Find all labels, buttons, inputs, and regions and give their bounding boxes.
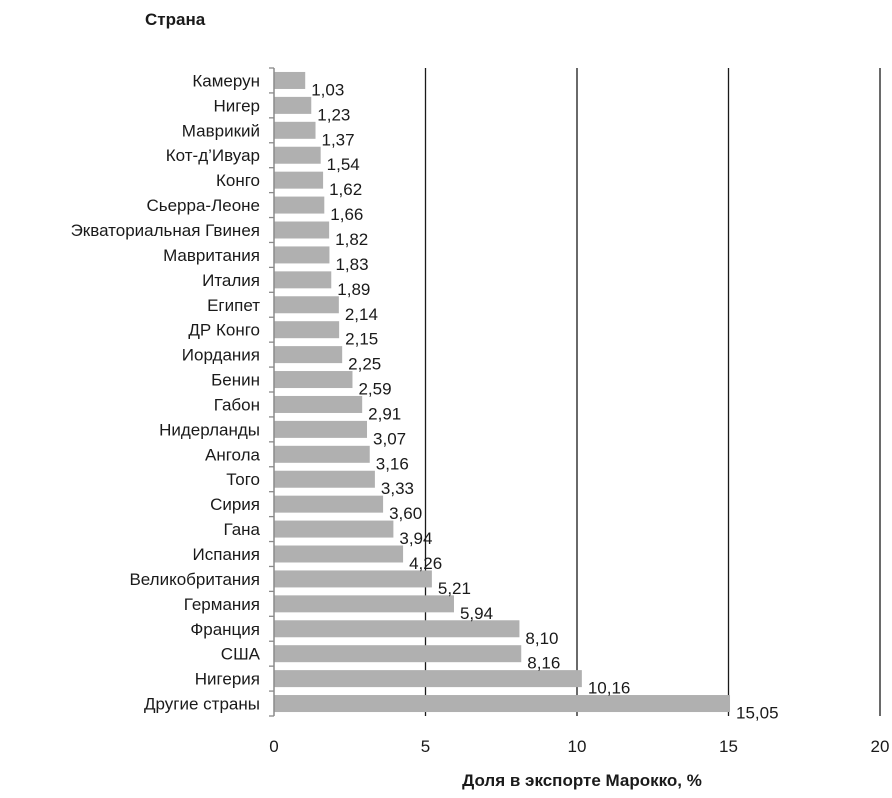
value-label: 1,89 — [337, 280, 370, 299]
x-tick-label: 15 — [719, 737, 738, 756]
bars — [274, 71, 731, 713]
bar — [274, 171, 324, 189]
value-label: 1,23 — [317, 105, 350, 124]
bar — [274, 196, 325, 214]
x-tick-label: 0 — [269, 737, 278, 756]
category-label: Экваториальная Гвинея — [71, 221, 260, 240]
value-label: 1,37 — [322, 130, 355, 149]
category-labels: Камерун Нигер Маврикий Кот-д’Ивуар Конго Сьер… — [71, 71, 261, 713]
category-label: Испания — [193, 545, 260, 564]
bar — [274, 71, 306, 89]
y-axis — [269, 67, 275, 717]
bar — [274, 520, 394, 538]
category-label: Конго — [216, 171, 260, 190]
category-label: Камерун — [192, 71, 260, 90]
category-label: Иордания — [182, 346, 260, 365]
bar — [274, 121, 316, 139]
category-label: Италия — [202, 271, 260, 290]
bar — [274, 620, 520, 638]
value-label: 8,16 — [527, 654, 560, 673]
category-label: Нигерия — [195, 670, 260, 689]
bar — [274, 271, 332, 289]
category-label: Великобритания — [129, 570, 260, 589]
value-label: 2,15 — [345, 330, 378, 349]
value-label: 1,62 — [329, 180, 362, 199]
category-label: Гана — [223, 520, 260, 539]
bar — [274, 570, 432, 588]
bar — [274, 445, 370, 463]
category-label: Маврикий — [182, 121, 260, 140]
value-label: 10,16 — [588, 679, 631, 698]
bar — [274, 296, 339, 314]
value-label: 5,94 — [460, 604, 493, 623]
x-axis-ticks: 0 5 10 15 20 — [269, 737, 889, 756]
value-label: 4,26 — [409, 554, 442, 573]
value-label: 5,21 — [438, 579, 471, 598]
category-label: ДР Конго — [188, 321, 260, 340]
bar — [274, 221, 330, 239]
category-label: Другие страны — [144, 695, 260, 714]
value-label: 8,10 — [525, 629, 558, 648]
bar — [274, 346, 343, 364]
bar — [274, 645, 522, 663]
bar — [274, 595, 454, 613]
y-axis-title: Страна — [145, 10, 206, 29]
bar — [274, 246, 330, 264]
bar — [274, 670, 582, 688]
category-label: Сирия — [210, 495, 260, 514]
category-label: Египет — [207, 296, 260, 315]
x-axis-title: Доля в экспорте Марокко, % — [462, 771, 702, 790]
category-label: Сьерра-Леоне — [146, 196, 260, 215]
value-label: 3,94 — [399, 529, 432, 548]
x-tick-label: 20 — [871, 737, 890, 756]
bar — [274, 470, 375, 488]
value-label: 15,05 — [736, 704, 779, 723]
category-label: Нидерланды — [159, 420, 260, 439]
value-label: 2,91 — [368, 404, 401, 423]
bar — [274, 371, 353, 389]
value-label: 3,16 — [376, 454, 409, 473]
bar — [274, 695, 731, 713]
category-label: Того — [226, 470, 260, 489]
bar — [274, 420, 368, 438]
value-label: 3,07 — [373, 429, 406, 448]
bar — [274, 321, 340, 339]
value-labels: 1,03 1,23 1,37 1,54 1,62 1,66 1,82 1,83 1,89 2,14… — [311, 80, 778, 722]
value-label: 3,33 — [381, 479, 414, 498]
category-label: Бенин — [211, 371, 260, 390]
x-tick-label: 5 — [421, 737, 430, 756]
category-label: США — [221, 645, 261, 664]
value-label: 2,59 — [358, 380, 391, 399]
value-label: 1,82 — [335, 230, 368, 249]
value-label: 2,14 — [345, 305, 378, 324]
category-label: Франция — [190, 620, 260, 639]
gridlines — [424, 68, 881, 716]
value-label: 1,03 — [311, 80, 344, 99]
bar — [274, 495, 384, 513]
bar — [274, 395, 363, 413]
category-label: Нигер — [213, 96, 260, 115]
category-label: Габон — [214, 395, 260, 414]
category-label: Ангола — [205, 445, 261, 464]
bar — [274, 96, 312, 114]
bar — [274, 146, 321, 164]
bar — [274, 545, 404, 563]
category-label: Германия — [184, 595, 260, 614]
value-label: 3,60 — [389, 504, 422, 523]
value-label: 1,54 — [327, 155, 360, 174]
category-label: Кот-д’Ивуар — [166, 146, 260, 165]
value-label: 1,66 — [330, 205, 363, 224]
category-label: Мавритания — [163, 246, 260, 265]
x-tick-label: 10 — [568, 737, 587, 756]
value-label: 1,83 — [335, 255, 368, 274]
value-label: 2,25 — [348, 355, 381, 374]
